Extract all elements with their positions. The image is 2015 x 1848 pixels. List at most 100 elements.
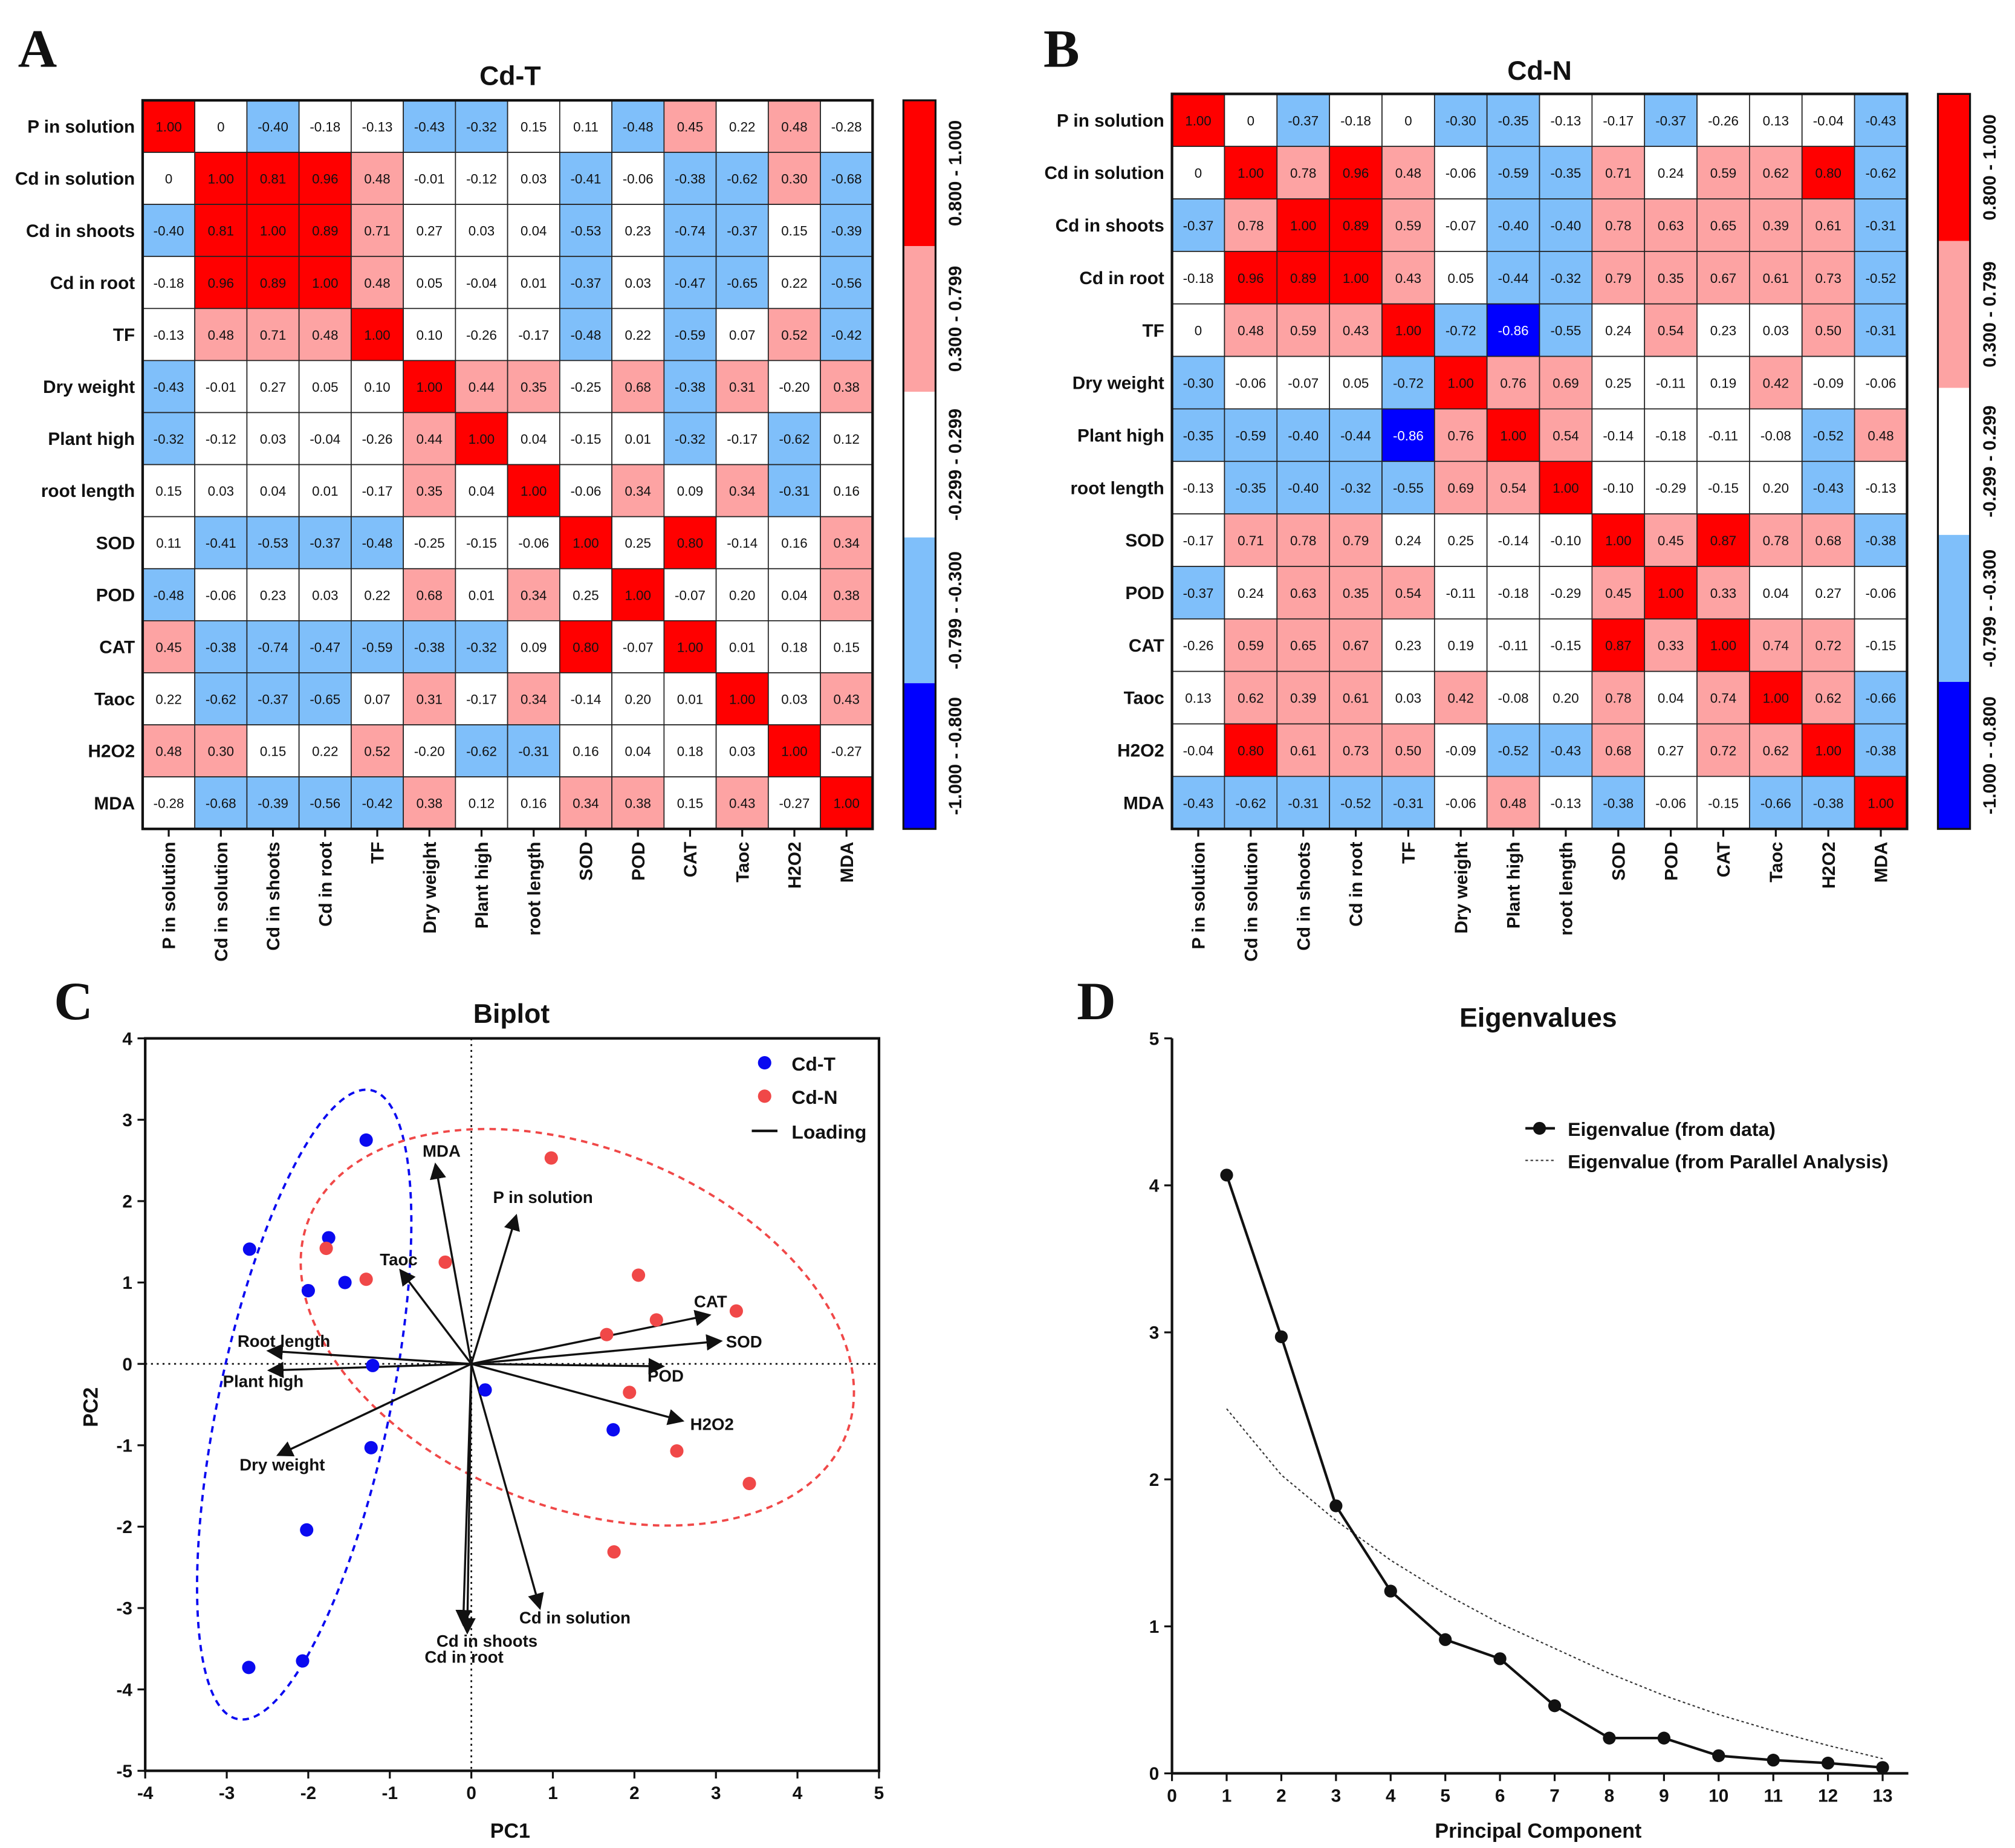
cell-value: 0.78	[1238, 218, 1264, 233]
cell-value: -0.06	[1655, 796, 1686, 811]
loading-arrow	[399, 1268, 472, 1365]
cell-value: 0.01	[729, 640, 755, 655]
cell-value: -0.38	[675, 172, 706, 187]
heatmap-cell	[767, 724, 821, 777]
heatmap-cell	[663, 360, 717, 413]
heatmap-cell	[1591, 251, 1646, 305]
heatmap-cell	[820, 204, 874, 258]
cell-value: 0	[1247, 113, 1254, 128]
heatmap-cell	[559, 360, 612, 413]
cell-value: 0.43	[1395, 271, 1421, 286]
cell-value: 0.48	[1395, 166, 1421, 181]
cell-value: 1.00	[1448, 376, 1474, 391]
heatmap-cell	[1801, 776, 1855, 830]
column-label: Taoc	[1767, 841, 1786, 882]
cell-value: 0.31	[729, 380, 755, 395]
cell-value: -0.06	[623, 172, 654, 187]
cell-value: -0.08	[1498, 691, 1529, 706]
heatmap-cell	[142, 672, 196, 725]
cell-value: 0.04	[1658, 691, 1684, 706]
heatmap-cell	[715, 464, 769, 517]
heatmap-cell	[1591, 618, 1646, 672]
score-point-cd-t	[606, 1423, 620, 1437]
heatmap-cell	[559, 724, 612, 777]
cell-value: -0.06	[571, 484, 602, 499]
cell-value: 0.15	[677, 796, 703, 811]
heatmap-cell	[1591, 566, 1646, 620]
cell-value: 0.48	[155, 744, 181, 759]
heatmap-cell	[1801, 618, 1855, 672]
parallel-analysis-line	[1226, 1408, 1883, 1760]
heatmap-cell	[1224, 146, 1278, 199]
cell-value: 0.54	[1553, 428, 1579, 443]
row-label: Taoc	[1124, 689, 1164, 708]
legend-label: Cd-N	[791, 1086, 837, 1108]
heatmap-cell	[246, 412, 300, 465]
cell-value: 0.04	[625, 744, 651, 759]
x-tick-label: 11	[1764, 1786, 1782, 1806]
cell-value: -0.43	[154, 380, 184, 395]
loading-label: POD	[647, 1367, 684, 1386]
heatmap-cell	[715, 308, 769, 361]
cell-value: -0.62	[727, 172, 758, 187]
column-label: root length	[524, 841, 544, 935]
cell-value: 0.38	[625, 796, 651, 811]
cell-value: 0	[217, 120, 224, 135]
heatmap-cell	[1591, 198, 1646, 252]
cell-value: -0.28	[154, 796, 184, 811]
cell-value: 0.62	[1763, 743, 1789, 758]
heatmap-cell	[194, 100, 248, 153]
heatmap-cell	[1171, 355, 1225, 410]
heatmap-cell	[1539, 618, 1593, 672]
y-tick-label: 2	[122, 1192, 132, 1212]
column-label: Cd in solution	[212, 841, 232, 961]
cell-value: 0.04	[781, 588, 807, 603]
column-label: MDA	[1872, 841, 1892, 883]
heatmap-cell	[1591, 303, 1646, 357]
cell-value: 0.38	[417, 796, 443, 811]
colorbar-label: 0.300 - 0.799	[946, 266, 965, 372]
confidence-ellipse-cd-n	[299, 1127, 855, 1527]
cell-value: -0.07	[1446, 218, 1476, 233]
heatmap-cell	[1329, 303, 1383, 357]
cell-value: 0.54	[1658, 323, 1684, 339]
heatmap-cell	[1644, 93, 1698, 148]
row-label: Cd in shoots	[26, 221, 135, 241]
heatmap-cell	[767, 568, 821, 621]
heatmap-cell	[1381, 146, 1435, 199]
row-label: CAT	[99, 638, 135, 658]
heatmap-cell	[1854, 146, 1908, 199]
heatmap-cell	[403, 516, 456, 569]
row-label: SOD	[1125, 531, 1164, 551]
cell-value: -0.62	[779, 432, 810, 447]
heatmap-cell	[194, 672, 248, 725]
heatmap-cell	[1486, 618, 1540, 672]
heatmap-cell	[142, 568, 196, 621]
panel-a-heatmap-cd-t: A Cd-T 1.00 0 -0.40 -0.18 -0.13 -0.43 -0.32 0.15 0…	[15, 19, 965, 962]
heatmap-cell	[715, 516, 769, 569]
heatmap-cell	[715, 412, 769, 465]
panel-letter: D	[1077, 971, 1115, 1031]
cell-value: 0.33	[1710, 586, 1736, 601]
cell-value: 0.20	[1553, 691, 1579, 706]
x-tick-label: -4	[137, 1783, 154, 1803]
x-tick-label: 5	[874, 1783, 884, 1803]
heatmap-cell	[1171, 251, 1225, 305]
heatmap-cell	[1801, 251, 1855, 305]
cell-value: -0.74	[675, 224, 706, 239]
cell-value: 0.59	[1290, 323, 1316, 339]
row-label: Cd in root	[1079, 268, 1164, 288]
cell-value: -0.15	[1708, 481, 1739, 496]
heatmap-cell	[1854, 251, 1908, 305]
colorbar-label: -0.799 - -0.300	[1980, 550, 2000, 667]
heatmap-cell	[715, 620, 769, 673]
heatmap-cell	[246, 568, 300, 621]
cell-value: 0.23	[260, 588, 286, 603]
heatmap-cell	[194, 152, 248, 205]
heatmap-cell	[1644, 513, 1698, 567]
heatmap-cell	[403, 360, 456, 413]
y-tick-label: 0	[122, 1355, 132, 1375]
cell-value: 0.11	[573, 120, 599, 135]
loading-label: Cd in shoots	[436, 1632, 537, 1650]
cell-value: -0.43	[1813, 481, 1844, 496]
